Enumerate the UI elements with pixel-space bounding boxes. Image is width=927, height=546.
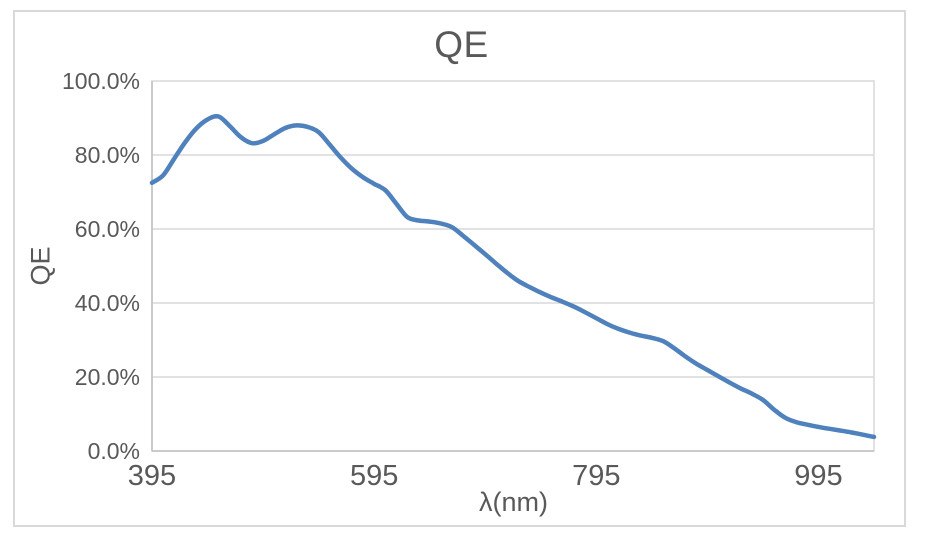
- x-axis-tick-label: 595: [349, 460, 399, 492]
- y-axis-tick-label: 80.0%: [74, 142, 140, 168]
- x-axis-tick-label: 395: [127, 460, 177, 492]
- y-axis-tick-label: 60.0%: [74, 216, 140, 242]
- y-axis-tick-label: 0.0%: [87, 438, 140, 464]
- y-axis-tick-label: 100.0%: [61, 68, 140, 94]
- chart-title: QE: [434, 24, 489, 65]
- x-axis-tick-label: 995: [794, 460, 843, 492]
- x-axis-title: λ(nm): [479, 487, 548, 517]
- chart-border: [13, 10, 906, 527]
- plot-border: [151, 80, 875, 452]
- y-axis-tick-label: 40.0%: [74, 290, 140, 316]
- x-axis-tick-label: 795: [572, 460, 621, 492]
- y-axis-title: QE: [25, 246, 56, 286]
- y-axis-tick-label: 20.0%: [74, 364, 140, 390]
- qe-curve: [149, 113, 877, 440]
